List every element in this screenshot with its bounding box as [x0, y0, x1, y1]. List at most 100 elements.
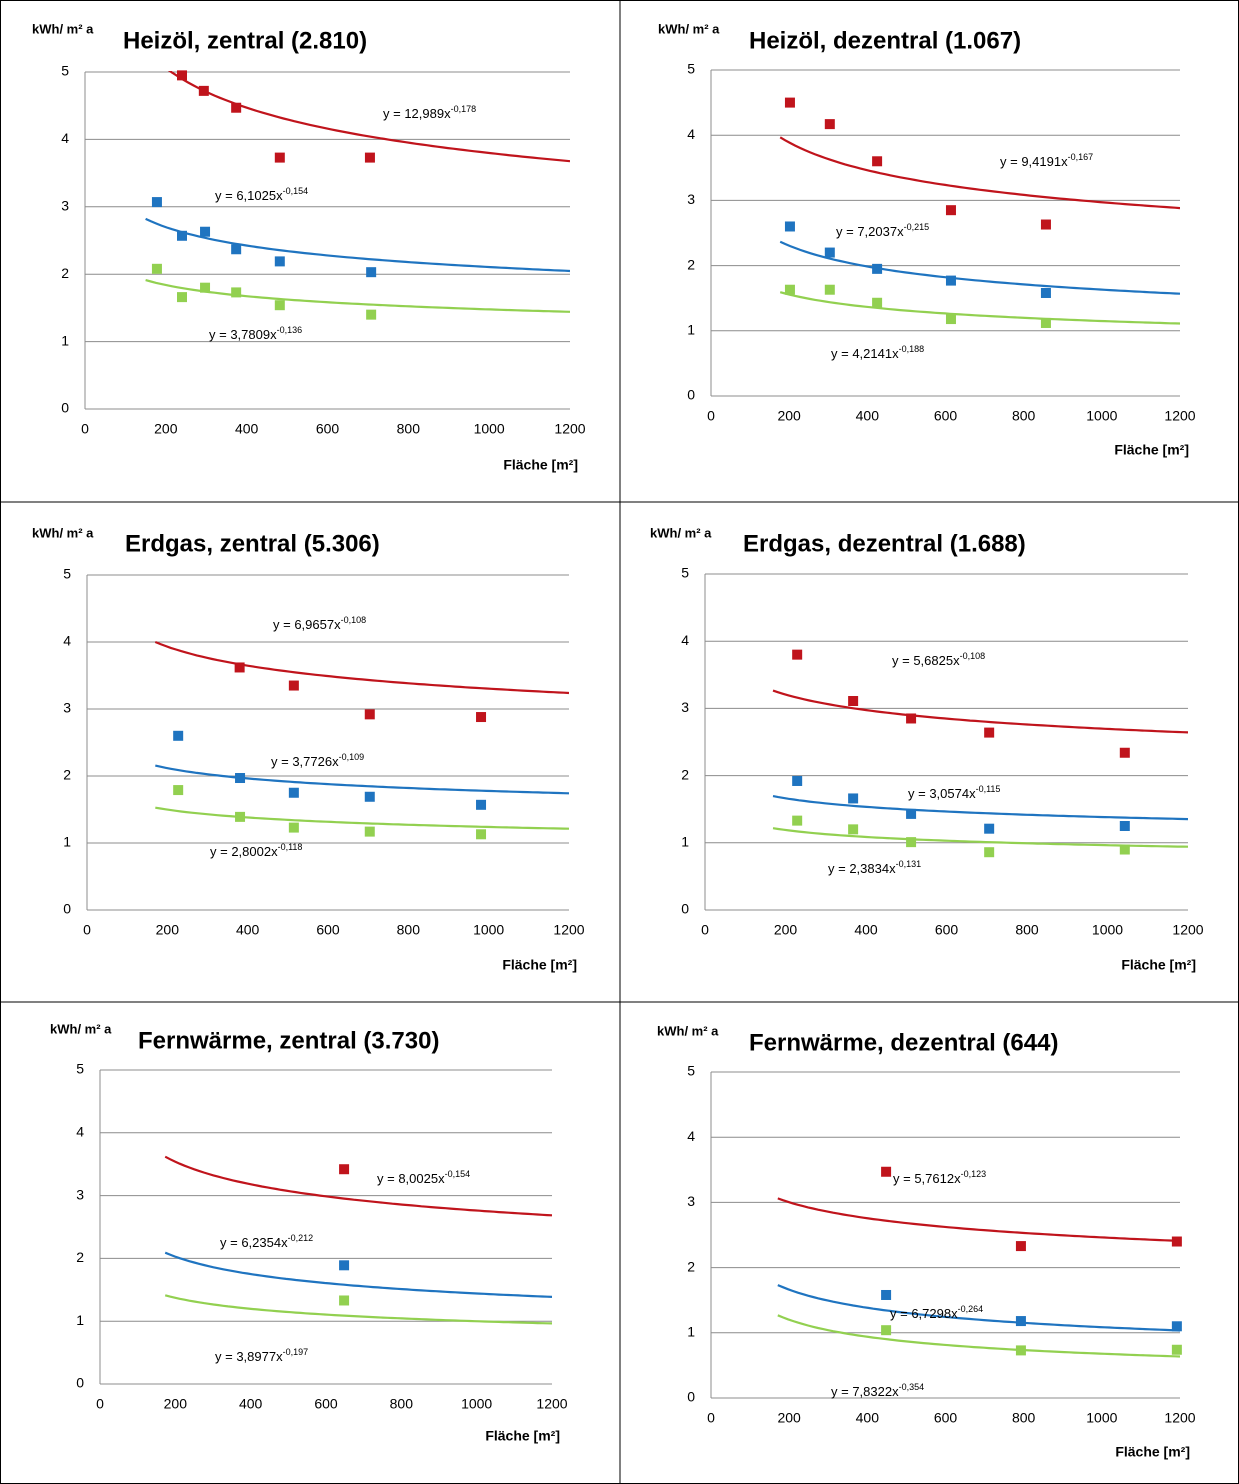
chart: Heizöl, dezentral (1.067) kWh/ m² a Fläche…: [658, 21, 1196, 457]
y-tick-label: 5: [681, 565, 689, 581]
data-point: [881, 1166, 892, 1177]
y-axis-label: kWh/ m² a: [32, 525, 94, 540]
trend-line: [164, 1251, 552, 1298]
data-point: [274, 152, 285, 163]
y-tick-label: 4: [687, 1128, 695, 1144]
data-point: [848, 696, 859, 707]
y-tick-label: 1: [681, 834, 689, 850]
chart-title: Erdgas, zentral (5.306): [125, 530, 380, 557]
data-point: [1119, 821, 1130, 831]
x-tick-label: 600: [934, 1410, 958, 1426]
data-point: [872, 156, 883, 167]
data-point: [824, 284, 835, 295]
y-tick-label: 5: [687, 61, 695, 77]
trend-equation: y = 4,2141x-0,188: [831, 344, 924, 361]
equation-text: y = 6,9657x: [273, 617, 341, 632]
equation-exponent: -0,123: [961, 1169, 987, 1179]
y-axis-label: kWh/ m² a: [50, 1021, 112, 1036]
trend-equation: y = 8,0025x-0,154: [377, 1169, 470, 1186]
x-tick-label: 800: [390, 1396, 414, 1412]
y-tick-label: 1: [61, 332, 69, 348]
x-tick-label: 600: [316, 421, 340, 437]
equation-text: y = 6,2354x: [220, 1235, 288, 1250]
y-tick-label: 3: [681, 699, 689, 715]
chart: Heizöl, zentral (2.810) kWh/ m² a Fläche […: [32, 21, 586, 472]
y-tick-label: 3: [687, 1193, 695, 1209]
y-tick-label: 0: [63, 901, 71, 917]
chart-title: Heizöl, zentral (2.810): [123, 27, 367, 54]
data-point: [881, 1289, 892, 1300]
x-tick-label: 1000: [474, 421, 505, 437]
data-point: [784, 284, 795, 295]
y-tick-label: 0: [687, 1389, 695, 1405]
equation-text: y = 7,2037x: [836, 224, 904, 239]
equation-text: y = 6,1025x: [215, 188, 283, 203]
data-point: [1119, 844, 1130, 855]
data-point: [945, 275, 956, 286]
equation-text: y = 4,2141x: [831, 346, 899, 361]
x-tick-label: 0: [707, 1410, 715, 1426]
equation-exponent: -0,154: [283, 186, 309, 196]
data-point: [288, 680, 299, 691]
data-point: [274, 300, 285, 311]
data-point: [784, 97, 795, 108]
data-point: [200, 226, 211, 237]
data-point: [177, 230, 187, 241]
data-point: [288, 822, 299, 833]
trend-equation: y = 3,8977x-0,197: [215, 1347, 308, 1364]
y-tick-label: 3: [63, 700, 71, 716]
equation-text: y = 3,7809x: [209, 327, 277, 342]
x-tick-label: 1200: [536, 1396, 567, 1412]
x-tick-label: 400: [235, 421, 259, 437]
equation-text: y = 6,7298x: [890, 1306, 958, 1321]
y-tick-label: 4: [76, 1124, 84, 1140]
equation-text: y = 8,0025x: [377, 1171, 445, 1186]
data-point: [235, 773, 246, 784]
equation-text: y = 9,4191x: [1000, 154, 1068, 169]
chart-title: Fernwärme, dezentral (644): [749, 1029, 1058, 1056]
data-point: [848, 824, 859, 835]
y-tick-label: 2: [63, 767, 71, 783]
x-tick-label: 800: [1012, 408, 1036, 424]
data-point: [476, 799, 487, 810]
x-tick-label: 200: [154, 421, 178, 437]
y-tick-label: 1: [687, 1324, 695, 1340]
trend-equation: y = 6,9657x-0,108: [273, 615, 366, 632]
equation-exponent: -0,264: [958, 1304, 984, 1314]
x-tick-label: 1200: [554, 421, 585, 437]
trend-equation: y = 3,7726x-0,109: [271, 752, 364, 769]
x-tick-label: 0: [81, 421, 89, 437]
equation-text: y = 3,7726x: [271, 754, 339, 769]
data-point: [339, 1260, 350, 1271]
trend-line: [772, 827, 1188, 848]
data-point: [784, 221, 795, 232]
data-point: [984, 847, 995, 858]
data-point: [476, 829, 487, 840]
data-point: [1119, 747, 1130, 758]
y-tick-label: 3: [76, 1186, 84, 1202]
equation-exponent: -0,108: [341, 615, 367, 625]
y-tick-label: 2: [61, 265, 69, 281]
equation-text: y = 2,3834x: [828, 861, 896, 876]
y-tick-label: 5: [63, 566, 71, 582]
x-tick-label: 0: [96, 1396, 104, 1412]
data-point: [906, 713, 917, 724]
equation-exponent: -0,108: [960, 651, 986, 661]
x-tick-label: 1000: [473, 922, 504, 938]
equation-exponent: -0,215: [904, 222, 930, 232]
equation-text: y = 5,7612x: [893, 1171, 961, 1186]
x-tick-label: 800: [397, 922, 421, 938]
equation-text: y = 2,8002x: [210, 844, 278, 859]
equation-exponent: -0,167: [1068, 152, 1094, 162]
data-point: [366, 309, 377, 320]
y-tick-label: 4: [63, 633, 71, 649]
data-point: [173, 785, 184, 796]
y-axis-label: kWh/ m² a: [650, 525, 712, 540]
trend-equation: y = 7,8322x-0,354: [831, 1382, 924, 1399]
x-axis-label: Fläche [m²]: [1121, 957, 1196, 973]
equation-exponent: -0,197: [283, 1347, 309, 1357]
y-tick-label: 2: [76, 1249, 84, 1265]
data-point: [177, 292, 187, 303]
data-point: [984, 823, 995, 834]
trend-line: [155, 806, 569, 830]
